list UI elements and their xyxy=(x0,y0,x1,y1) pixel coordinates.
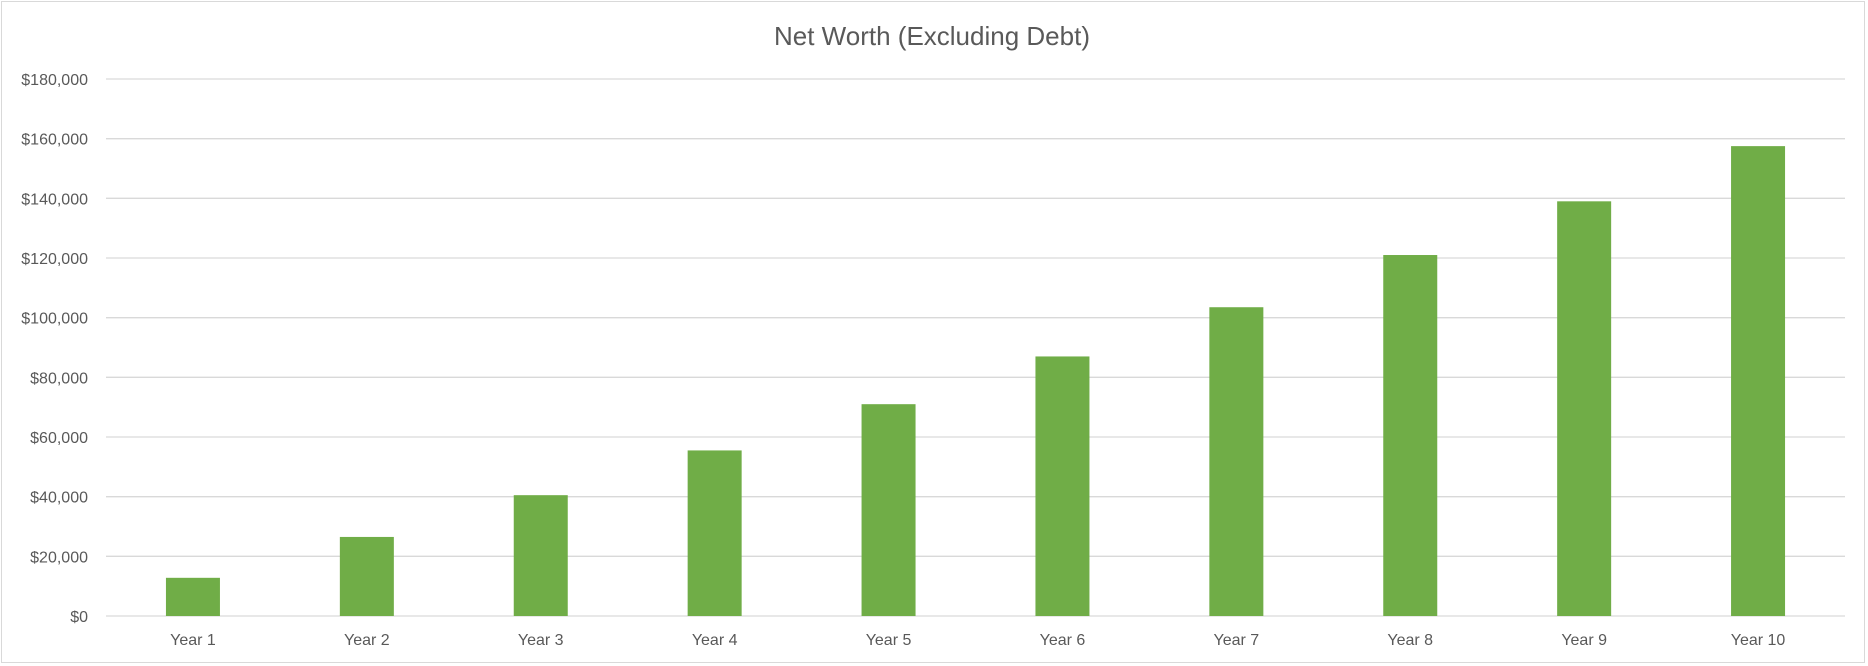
bar xyxy=(1209,307,1264,616)
gridlines xyxy=(106,78,1845,617)
x-tick-label: Year 1 xyxy=(170,632,216,649)
y-tick-label: $20,000 xyxy=(30,549,88,566)
bar xyxy=(1557,201,1612,617)
x-tick-label: Year 5 xyxy=(866,632,912,649)
y-tick-label: $60,000 xyxy=(30,430,88,447)
x-tick-label: Year 9 xyxy=(1561,632,1607,649)
bar xyxy=(339,536,394,616)
y-tick-label: $80,000 xyxy=(30,370,88,387)
y-tick-label: $0 xyxy=(70,609,88,626)
bar xyxy=(1035,356,1090,616)
bar xyxy=(1383,255,1438,616)
x-tick-label: Year 8 xyxy=(1387,632,1433,649)
y-tick-label: $160,000 xyxy=(21,132,88,149)
bar xyxy=(165,577,220,616)
bar xyxy=(1731,146,1786,616)
bar xyxy=(861,404,916,616)
x-axis-tick-labels: Year 1 Year 2 Year 3 Year 4 Year 5 Year 6 Year… xyxy=(170,632,1785,649)
y-tick-label: $40,000 xyxy=(30,490,88,507)
bars xyxy=(165,146,1786,617)
y-tick-label: $100,000 xyxy=(21,311,88,328)
x-tick-label: Year 10 xyxy=(1731,632,1786,649)
y-tick-label: $140,000 xyxy=(21,191,88,208)
y-tick-label: $180,000 xyxy=(21,72,88,89)
y-tick-label: $120,000 xyxy=(21,251,88,268)
x-tick-label: Year 7 xyxy=(1214,632,1260,649)
y-axis-tick-labels: $0 $20,000 $40,000 $60,000 $80,000 $100,000 $1… xyxy=(21,72,88,626)
chart-title: Net Worth (Excluding Debt) xyxy=(774,21,1090,51)
bar xyxy=(687,450,742,616)
x-tick-label: Year 3 xyxy=(518,632,564,649)
x-tick-label: Year 6 xyxy=(1040,632,1086,649)
bar xyxy=(513,495,568,616)
x-tick-label: Year 4 xyxy=(692,632,738,649)
x-tick-label: Year 2 xyxy=(344,632,390,649)
